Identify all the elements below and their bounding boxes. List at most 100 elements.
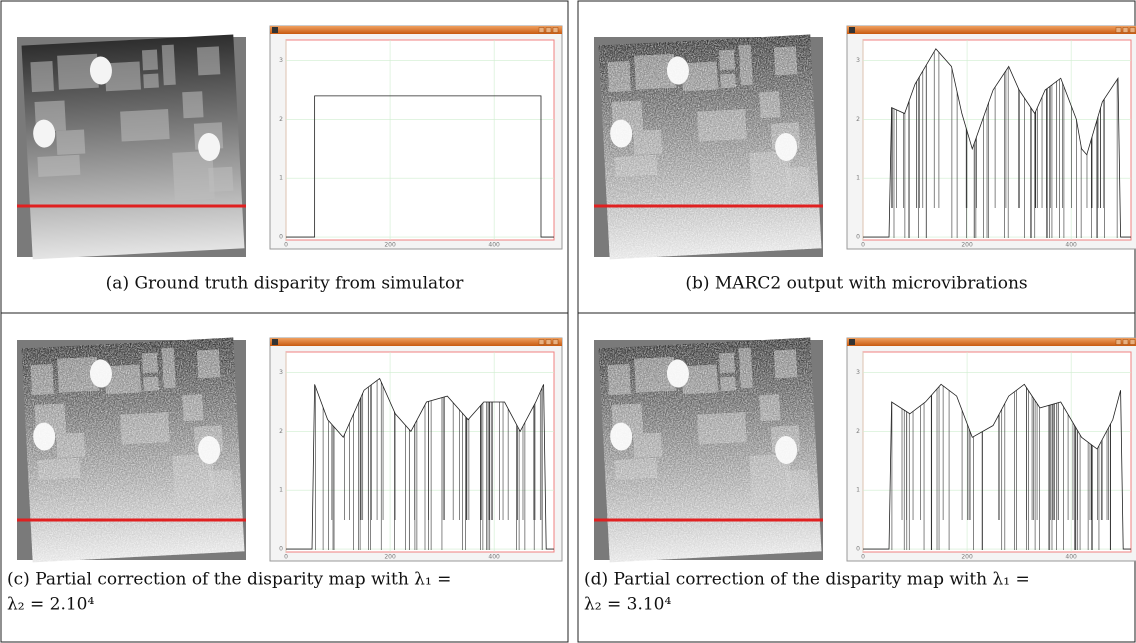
dome bbox=[198, 132, 221, 161]
window-button bbox=[545, 27, 552, 33]
disparity-profile bbox=[863, 48, 1131, 238]
y-tick-label: 2 bbox=[279, 116, 283, 123]
caption: λ₂ = 2.10⁴ bbox=[7, 595, 94, 615]
x-tick-label: 0 bbox=[284, 554, 288, 561]
x-tick-label: 0 bbox=[861, 242, 865, 249]
window-button bbox=[1129, 27, 1136, 33]
disparity-profile bbox=[286, 95, 554, 238]
plot-area bbox=[862, 39, 1132, 241]
y-tick-label: 2 bbox=[279, 428, 283, 435]
window-button bbox=[538, 27, 545, 33]
building bbox=[30, 61, 54, 93]
y-tick-label: 2 bbox=[856, 428, 860, 435]
caption: (c) Partial correction of the disparity … bbox=[7, 570, 451, 590]
window-button bbox=[545, 339, 552, 345]
building bbox=[161, 44, 176, 86]
window-button bbox=[1115, 339, 1122, 345]
y-tick-label: 3 bbox=[856, 369, 860, 376]
y-tick-label: 3 bbox=[279, 57, 283, 64]
x-tick-label: 400 bbox=[488, 554, 500, 561]
window-button bbox=[552, 27, 559, 33]
disparity-profile bbox=[286, 377, 554, 550]
y-tick-label: 0 bbox=[856, 234, 860, 241]
window-titlebar bbox=[270, 26, 562, 34]
x-tick-label: 400 bbox=[1065, 242, 1077, 249]
plot-window: 0 200 400 0 1 2 3 bbox=[846, 25, 1136, 250]
y-tick-label: 1 bbox=[279, 487, 283, 494]
window-button bbox=[552, 339, 559, 345]
window-titlebar bbox=[847, 26, 1136, 34]
plot-area bbox=[862, 351, 1132, 553]
building bbox=[141, 49, 158, 71]
terrain-surface bbox=[21, 34, 245, 260]
window-button bbox=[1115, 27, 1122, 33]
terrain bbox=[598, 34, 822, 260]
y-tick-label: 0 bbox=[856, 546, 860, 553]
building bbox=[208, 166, 234, 193]
window-button bbox=[1129, 339, 1136, 345]
building bbox=[172, 150, 215, 201]
building bbox=[104, 61, 142, 92]
x-tick-label: 400 bbox=[488, 242, 500, 249]
panel-border bbox=[0, 312, 569, 643]
y-tick-label: 1 bbox=[279, 175, 283, 182]
y-tick-label: 3 bbox=[856, 57, 860, 64]
building bbox=[143, 73, 159, 89]
noise bbox=[598, 34, 822, 260]
plot-window: 0 200 400 0 1 2 3 bbox=[269, 337, 563, 562]
plot-window: 0 200 400 0 1 2 3 bbox=[269, 25, 563, 250]
window-titlebar bbox=[847, 338, 1136, 346]
disparity-image bbox=[594, 337, 823, 563]
building bbox=[120, 109, 170, 142]
caption: (b) MARC2 output with microvibrations bbox=[685, 274, 1027, 294]
x-tick-label: 0 bbox=[861, 554, 865, 561]
disparity-image bbox=[17, 337, 246, 563]
building bbox=[182, 91, 204, 119]
caption: (d) Partial correction of the disparity … bbox=[584, 570, 1030, 590]
dome bbox=[89, 56, 112, 85]
caption: (a) Ground truth disparity from simulato… bbox=[106, 274, 465, 294]
building bbox=[37, 154, 81, 177]
x-tick-label: 0 bbox=[284, 242, 288, 249]
building bbox=[196, 46, 221, 76]
x-tick-label: 200 bbox=[384, 242, 396, 249]
window-button bbox=[1122, 339, 1129, 345]
x-tick-label: 200 bbox=[961, 242, 973, 249]
y-tick-label: 3 bbox=[279, 369, 283, 376]
window-close bbox=[849, 339, 855, 345]
building bbox=[56, 129, 86, 155]
dome bbox=[33, 119, 56, 148]
panel: 0 200 400 0 1 2 3 (c) Partial correction of the… bbox=[0, 312, 569, 643]
window-button bbox=[538, 339, 545, 345]
y-tick-label: 2 bbox=[856, 116, 860, 123]
terrain bbox=[598, 337, 822, 563]
disparity-image bbox=[594, 34, 823, 260]
panel: 0 200 400 0 1 2 3 (a) Ground truth disparity fr… bbox=[0, 0, 569, 314]
noise bbox=[21, 337, 245, 563]
y-tick-label: 1 bbox=[856, 175, 860, 182]
terrain bbox=[21, 34, 245, 260]
plot-area bbox=[285, 351, 555, 553]
panel: 0 200 400 0 1 2 3 (d) Partial correction of the… bbox=[577, 312, 1136, 643]
plot-window: 0 200 400 0 1 2 3 bbox=[846, 337, 1136, 562]
window-button bbox=[1122, 27, 1129, 33]
y-tick-label: 1 bbox=[856, 487, 860, 494]
disparity-image bbox=[17, 34, 246, 260]
disparity-profile bbox=[863, 383, 1131, 550]
window-close bbox=[272, 27, 278, 33]
caption: λ₂ = 3.10⁴ bbox=[584, 595, 671, 615]
window-titlebar bbox=[270, 338, 562, 346]
x-tick-label: 200 bbox=[384, 554, 396, 561]
window-close bbox=[272, 339, 278, 345]
plot-area bbox=[285, 39, 555, 241]
y-tick-label: 0 bbox=[279, 234, 283, 241]
panel: 0 200 400 0 1 2 3 (b) MARC2 output with microvi… bbox=[577, 0, 1136, 314]
noise bbox=[598, 337, 822, 563]
x-tick-label: 200 bbox=[961, 554, 973, 561]
window-close bbox=[849, 27, 855, 33]
y-tick-label: 0 bbox=[279, 546, 283, 553]
x-tick-label: 400 bbox=[1065, 554, 1077, 561]
building bbox=[57, 53, 99, 90]
terrain bbox=[21, 337, 245, 563]
